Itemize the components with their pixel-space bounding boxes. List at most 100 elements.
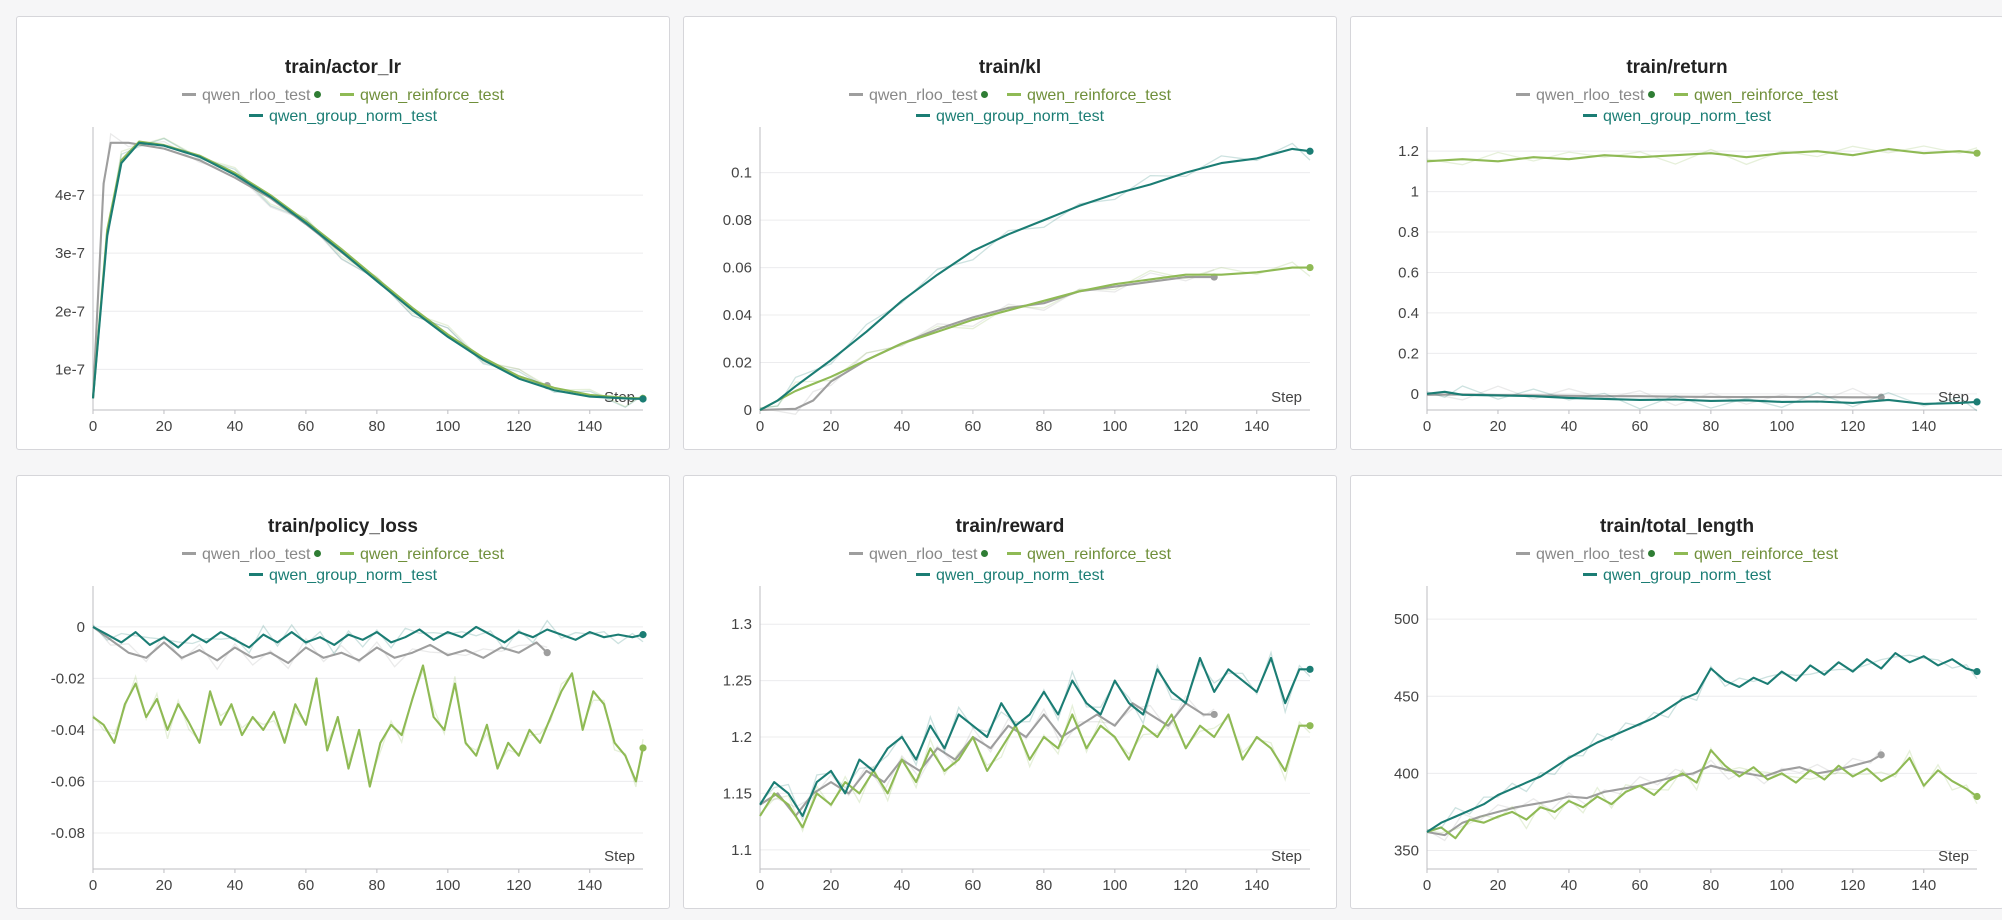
x-tick-label: 100 [435,877,460,894]
series-end-marker-reinforce[interactable] [1973,149,1981,157]
series-raw-line-group_norm [1426,385,1978,412]
legend-item-reinforce[interactable]: qwen_reinforce_test [339,544,504,565]
x-tick-label: 20 [1490,418,1507,435]
legend-item-reinforce[interactable]: qwen_reinforce_test [339,85,505,106]
x-tick-label: 80 [1036,877,1053,894]
series-line-reinforce[interactable] [1426,749,1978,840]
legend-label-group-norm: qwen_group_norm_test [268,108,438,125]
legend-item-rloo[interactable]: qwen_rloo_test [1515,85,1656,106]
series-line-group_norm[interactable] [759,656,1310,818]
legend-label-reinforce: qwen_reinforce_test [359,87,505,104]
legend-item-reinforce[interactable]: qwen_reinforce_test [1006,85,1171,106]
y-tick-label: 450 [1394,688,1419,705]
legend-item-group-norm[interactable]: qwen_group_norm_test [915,565,1105,586]
series-line-reinforce[interactable] [92,664,645,788]
series-end-marker-reinforce[interactable] [1306,263,1314,272]
chart-legend: qwen_rloo_test qwen_reinforce_test qwen_… [1351,544,2002,586]
x-tick-label: 0 [1423,877,1431,894]
chart-panel-total-length: 350 400 450 500 0 20 40 60 80 100 120 140 Step train… [1350,475,2002,909]
series-line-reinforce[interactable] [759,266,1310,411]
y-tick-label: 1e-7 [55,361,85,378]
series-line-group_norm[interactable] [91,141,644,401]
y-tick-label: 1.2 [731,729,752,746]
series-end-marker-group_norm[interactable] [639,395,647,403]
y-tick-label: 350 [1394,842,1419,859]
series-end-marker-rloo[interactable] [1877,751,1885,759]
x-tick-label: 120 [1840,877,1865,894]
y-tick-label: 2e-7 [55,303,85,320]
series-line-reinforce[interactable] [1426,148,1978,163]
legend-item-group-norm[interactable]: qwen_group_norm_test [248,565,437,586]
legend-item-group-norm[interactable]: qwen_group_norm_test [1582,565,1771,586]
legend-item-rloo[interactable]: qwen_rloo_test [181,85,322,106]
series-end-marker-group_norm[interactable] [1306,147,1314,155]
legend-item-rloo[interactable]: qwen_rloo_test [181,544,322,565]
legend-label-rloo: qwen_rloo_test [201,87,311,104]
x-tick-label: 120 [506,877,531,894]
series-raw-line-group_norm [1426,654,1978,831]
y-tick-label: 0.04 [723,307,752,324]
y-tick-label: 0.1 [731,165,752,182]
series-line-group_norm[interactable] [1426,390,1978,405]
series-end-marker-rloo[interactable] [1877,393,1885,401]
series-line-reinforce[interactable] [91,140,644,400]
x-tick-label: 80 [369,418,386,435]
series-line-rloo[interactable] [759,276,1215,412]
legend-dot-icon [981,550,989,558]
series-raw-line-group_norm [92,137,644,409]
y-tick-label: 1 [1411,184,1419,201]
series-end-marker-reinforce[interactable] [639,744,647,752]
x-tick-label: 80 [1703,877,1720,894]
y-tick-label: 1.25 [723,673,752,690]
chart-legend: qwen_rloo_test qwen_reinforce_test qwen_… [1351,85,2002,127]
legend-item-group-norm[interactable]: qwen_group_norm_test [1582,106,1772,127]
series-end-marker-group_norm[interactable] [1306,665,1314,673]
legend-item-rloo[interactable]: qwen_rloo_test [848,85,989,106]
series-end-marker-reinforce[interactable] [1306,722,1314,730]
y-tick-label: 0.2 [1398,345,1419,362]
y-tick-label: 0 [1411,386,1419,403]
x-tick-label: 0 [756,418,764,435]
legend-label-reinforce: qwen_reinforce_test [1693,546,1839,563]
y-tick-label: 1.1 [731,842,752,859]
legend-label-rloo: qwen_rloo_test [868,87,978,104]
legend-item-reinforce[interactable]: qwen_reinforce_test [1006,544,1171,565]
series-line-group_norm[interactable] [92,625,644,649]
legend-label-group-norm: qwen_group_norm_test [1602,108,1772,125]
series-end-marker-group_norm[interactable] [1973,398,1981,406]
legend-item-reinforce[interactable]: qwen_reinforce_test [1673,544,1839,565]
x-tick-label: 20 [1490,877,1507,894]
chart-title: train/return [1626,57,1728,78]
y-tick-label: 4e-7 [55,187,85,204]
legend-item-group-norm[interactable]: qwen_group_norm_test [915,106,1104,127]
series-line-group_norm[interactable] [1426,652,1978,833]
series-line-rloo[interactable] [92,626,548,665]
legend-item-reinforce[interactable]: qwen_reinforce_test [1673,85,1838,106]
series-end-marker-rloo[interactable] [1210,710,1218,719]
series-line-reinforce[interactable] [759,713,1310,829]
legend-label-rloo: qwen_rloo_test [868,546,978,563]
legend-item-rloo[interactable]: qwen_rloo_test [1515,544,1656,565]
series-raw-line-rloo [1426,748,1882,842]
legend-item-rloo[interactable]: qwen_rloo_test [848,544,989,565]
x-tick-label: 40 [1561,418,1578,435]
series-end-marker-group_norm[interactable] [1973,667,1981,676]
x-tick-label: 0 [89,877,97,894]
series-end-marker-group_norm[interactable] [639,631,647,639]
x-tick-label: 40 [894,877,911,894]
series-end-marker-reinforce[interactable] [1973,792,1981,801]
legend-dot-icon [1648,550,1656,558]
x-axis-label: Step [1271,389,1302,406]
legend-item-group-norm[interactable]: qwen_group_norm_test [248,106,438,127]
x-tick-label: 80 [1036,418,1053,435]
x-tick-label: 0 [756,877,764,894]
chart-panel-kl: 0 0.02 0.04 0.06 0.08 0.1 0 20 40 60 80 100 120 140 St… [683,16,1337,450]
x-tick-label: 80 [1703,418,1720,435]
chart-title: train/total_length [1599,516,1755,537]
series-line-group_norm[interactable] [759,147,1311,411]
series-end-marker-rloo[interactable] [543,649,551,657]
legend-label-group-norm: qwen_group_norm_test [935,567,1105,584]
series-line-rloo[interactable] [759,702,1215,818]
